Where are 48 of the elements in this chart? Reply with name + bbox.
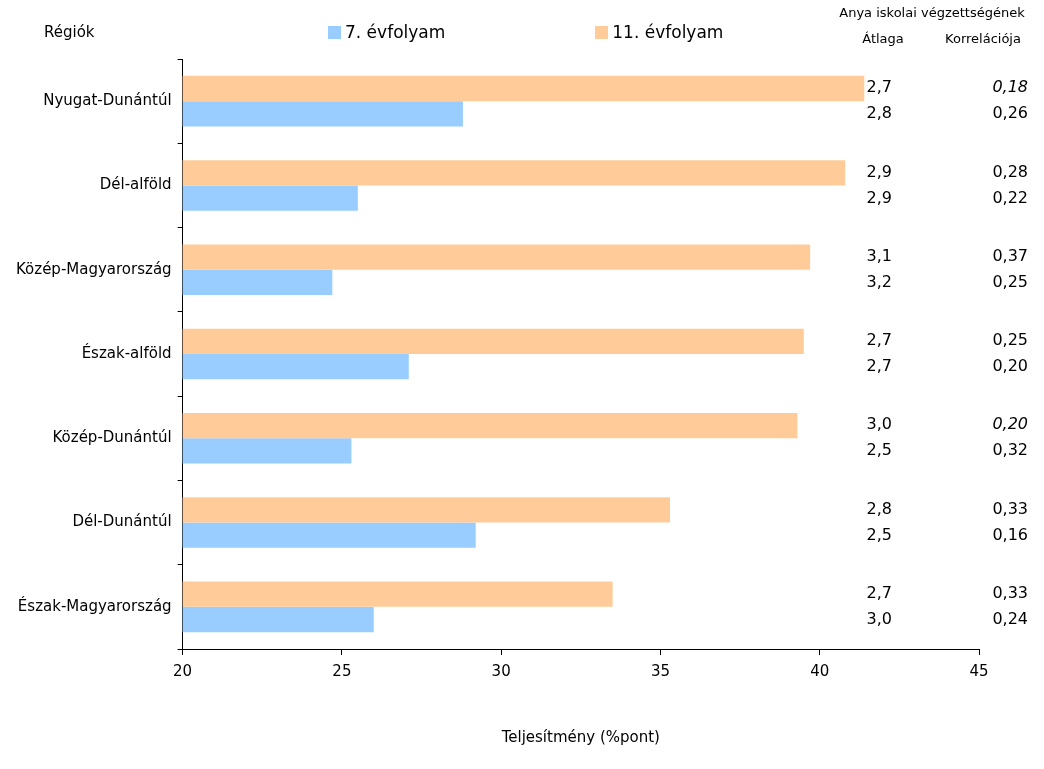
annotation: 2,5	[866, 524, 892, 544]
text: 0,28	[992, 161, 1028, 181]
text: 0,20	[992, 414, 1028, 434]
text: Korrelációja	[945, 31, 1021, 47]
annotation: 2,7	[866, 77, 892, 97]
annotation: 2,9	[866, 161, 892, 181]
text: 0,33	[992, 583, 1028, 603]
text: 0,25	[992, 330, 1028, 350]
x-tick-label: 25	[332, 661, 352, 680]
annotation: 3,1	[866, 245, 892, 265]
legend-label: 11. évfolyam	[612, 22, 724, 42]
text: 0,22	[992, 187, 1028, 207]
y-tick-label: Észak-alföld	[81, 342, 172, 362]
text: Átlaga	[862, 31, 904, 47]
annotation: 3,0	[866, 609, 892, 629]
y-tick-label: Dél-alföld	[99, 175, 172, 194]
text: 0,32	[992, 440, 1028, 460]
text: 0,33	[992, 498, 1028, 518]
y-tick-label: Észak-Magyarország	[17, 595, 172, 615]
x-axis-title: Teljesítmény (%pont)	[500, 727, 660, 746]
annotation: 2,7	[866, 583, 892, 603]
annotation: 2,8	[866, 498, 892, 518]
annotation: 2,8	[866, 103, 892, 123]
y-tick-label: Nyugat-Dunántúl	[43, 91, 172, 110]
y-tick-label: Közép-Magyarország	[15, 259, 172, 278]
text: 0,25	[992, 271, 1028, 291]
text: 0,24	[992, 609, 1028, 629]
annotation: 3,2	[866, 271, 892, 291]
x-tick-label: 45	[969, 661, 989, 680]
x-tick-label: 35	[650, 661, 670, 680]
annotation: 3,0	[866, 414, 892, 434]
x-tick-label: 30	[491, 661, 511, 680]
annotation: 2,7	[866, 356, 892, 376]
text: 0,20	[992, 356, 1028, 376]
x-tick-label: 40	[810, 661, 830, 680]
text: 0,18	[992, 77, 1028, 97]
text: 0,16	[992, 524, 1028, 544]
text: 0,37	[992, 245, 1028, 265]
text: 0,26	[992, 103, 1028, 123]
legend-label: 7. évfolyam	[345, 22, 446, 42]
annotation: 2,7	[866, 330, 892, 350]
x-tick-label: 20	[173, 661, 193, 680]
annotation: 2,9	[866, 187, 892, 207]
y-tick-label: Dél-Dunántúl	[72, 512, 172, 531]
y-axis-title: Régiók	[44, 23, 95, 41]
y-tick-label: Közép-Dunántúl	[52, 428, 172, 447]
text: Anya iskolai végzettségének	[839, 5, 1026, 21]
annotation: 2,5	[866, 440, 892, 460]
